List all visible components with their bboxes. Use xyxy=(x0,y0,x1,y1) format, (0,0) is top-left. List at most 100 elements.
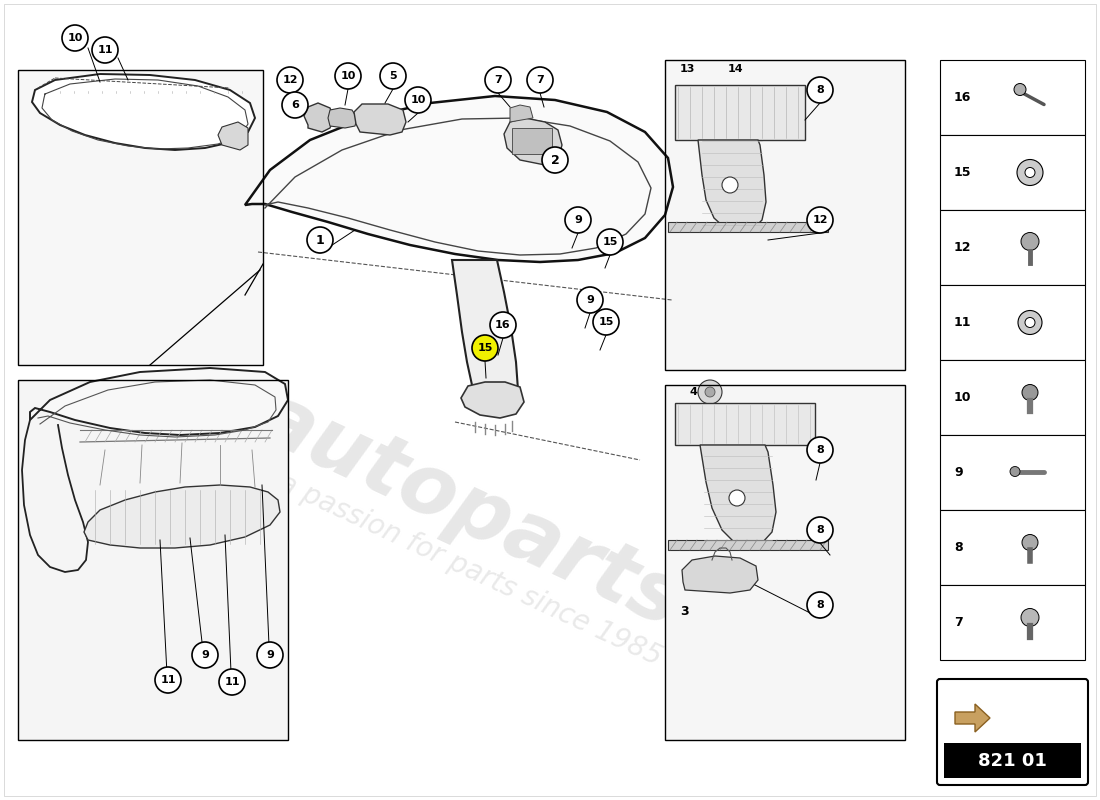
Text: autoparts: autoparts xyxy=(245,376,695,644)
Circle shape xyxy=(1014,83,1026,95)
Circle shape xyxy=(807,77,833,103)
Circle shape xyxy=(578,287,603,313)
Circle shape xyxy=(565,207,591,233)
Bar xyxy=(666,385,905,740)
Text: 15: 15 xyxy=(954,166,971,179)
Polygon shape xyxy=(18,380,288,740)
Circle shape xyxy=(542,147,568,173)
Text: 15: 15 xyxy=(598,317,614,327)
Text: 7: 7 xyxy=(536,75,543,85)
Bar xyxy=(940,435,1085,510)
Bar xyxy=(668,540,828,550)
Bar xyxy=(940,585,1085,660)
Text: 10: 10 xyxy=(954,391,971,404)
Polygon shape xyxy=(30,368,288,435)
Circle shape xyxy=(282,92,308,118)
Polygon shape xyxy=(354,104,406,135)
Circle shape xyxy=(807,207,833,233)
Text: 8: 8 xyxy=(816,445,824,455)
Circle shape xyxy=(807,592,833,618)
Circle shape xyxy=(1018,159,1043,186)
Polygon shape xyxy=(32,74,255,150)
Text: 14: 14 xyxy=(728,64,744,74)
Bar xyxy=(940,510,1085,585)
Text: 3: 3 xyxy=(680,605,689,618)
Polygon shape xyxy=(700,445,776,546)
Circle shape xyxy=(155,667,182,693)
Text: 9: 9 xyxy=(201,650,209,660)
Bar xyxy=(675,85,805,140)
Text: 8: 8 xyxy=(954,541,962,554)
Text: 11: 11 xyxy=(224,677,240,687)
Circle shape xyxy=(1022,534,1038,550)
Circle shape xyxy=(698,380,722,404)
Text: 11: 11 xyxy=(97,45,112,55)
Circle shape xyxy=(219,669,245,695)
Text: 11: 11 xyxy=(161,675,176,685)
Circle shape xyxy=(490,312,516,338)
Bar xyxy=(944,743,1081,778)
Circle shape xyxy=(336,63,361,89)
Text: 7: 7 xyxy=(954,616,962,629)
Polygon shape xyxy=(682,556,758,593)
Circle shape xyxy=(722,177,738,193)
Circle shape xyxy=(729,490,745,506)
Polygon shape xyxy=(218,122,248,150)
Polygon shape xyxy=(461,382,524,418)
Bar xyxy=(18,380,288,740)
Text: 4: 4 xyxy=(690,387,697,397)
Circle shape xyxy=(1010,466,1020,477)
Circle shape xyxy=(62,25,88,51)
Polygon shape xyxy=(698,140,766,232)
Text: 10: 10 xyxy=(67,33,82,43)
Text: 16: 16 xyxy=(495,320,510,330)
Text: 9: 9 xyxy=(574,215,582,225)
Circle shape xyxy=(1025,318,1035,327)
Bar xyxy=(940,360,1085,435)
Circle shape xyxy=(1022,385,1038,401)
Bar xyxy=(666,60,905,370)
Text: 13: 13 xyxy=(680,64,695,74)
Polygon shape xyxy=(955,704,990,732)
Polygon shape xyxy=(666,385,905,740)
Polygon shape xyxy=(510,105,534,122)
Text: 8: 8 xyxy=(816,85,824,95)
Circle shape xyxy=(807,437,833,463)
Circle shape xyxy=(527,67,553,93)
Bar xyxy=(940,60,1085,135)
Circle shape xyxy=(597,229,623,255)
Polygon shape xyxy=(245,96,673,262)
Circle shape xyxy=(277,67,302,93)
Text: 6: 6 xyxy=(292,100,299,110)
Circle shape xyxy=(807,517,833,543)
Circle shape xyxy=(1021,233,1040,250)
Text: 11: 11 xyxy=(954,316,971,329)
Text: a passion for parts since 1985: a passion for parts since 1985 xyxy=(274,469,667,671)
Text: 1: 1 xyxy=(316,234,324,246)
Text: 9: 9 xyxy=(266,650,274,660)
Polygon shape xyxy=(304,103,334,132)
Text: 10: 10 xyxy=(410,95,426,105)
Text: 2: 2 xyxy=(551,154,560,166)
Circle shape xyxy=(1025,167,1035,178)
Text: 15: 15 xyxy=(603,237,618,247)
Circle shape xyxy=(92,37,118,63)
Bar xyxy=(940,135,1085,210)
Text: 7: 7 xyxy=(494,75,502,85)
Circle shape xyxy=(257,642,283,668)
Circle shape xyxy=(192,642,218,668)
Text: 15: 15 xyxy=(477,343,493,353)
Bar xyxy=(512,128,552,154)
Bar xyxy=(940,285,1085,360)
Polygon shape xyxy=(18,70,263,365)
Circle shape xyxy=(593,309,619,335)
Bar xyxy=(668,222,828,232)
Text: 821 01: 821 01 xyxy=(978,752,1047,770)
Polygon shape xyxy=(84,485,280,548)
Circle shape xyxy=(1018,310,1042,334)
Text: 9: 9 xyxy=(586,295,594,305)
Text: 8: 8 xyxy=(816,525,824,535)
Polygon shape xyxy=(452,260,518,416)
Polygon shape xyxy=(328,108,358,128)
Text: 12: 12 xyxy=(954,241,971,254)
